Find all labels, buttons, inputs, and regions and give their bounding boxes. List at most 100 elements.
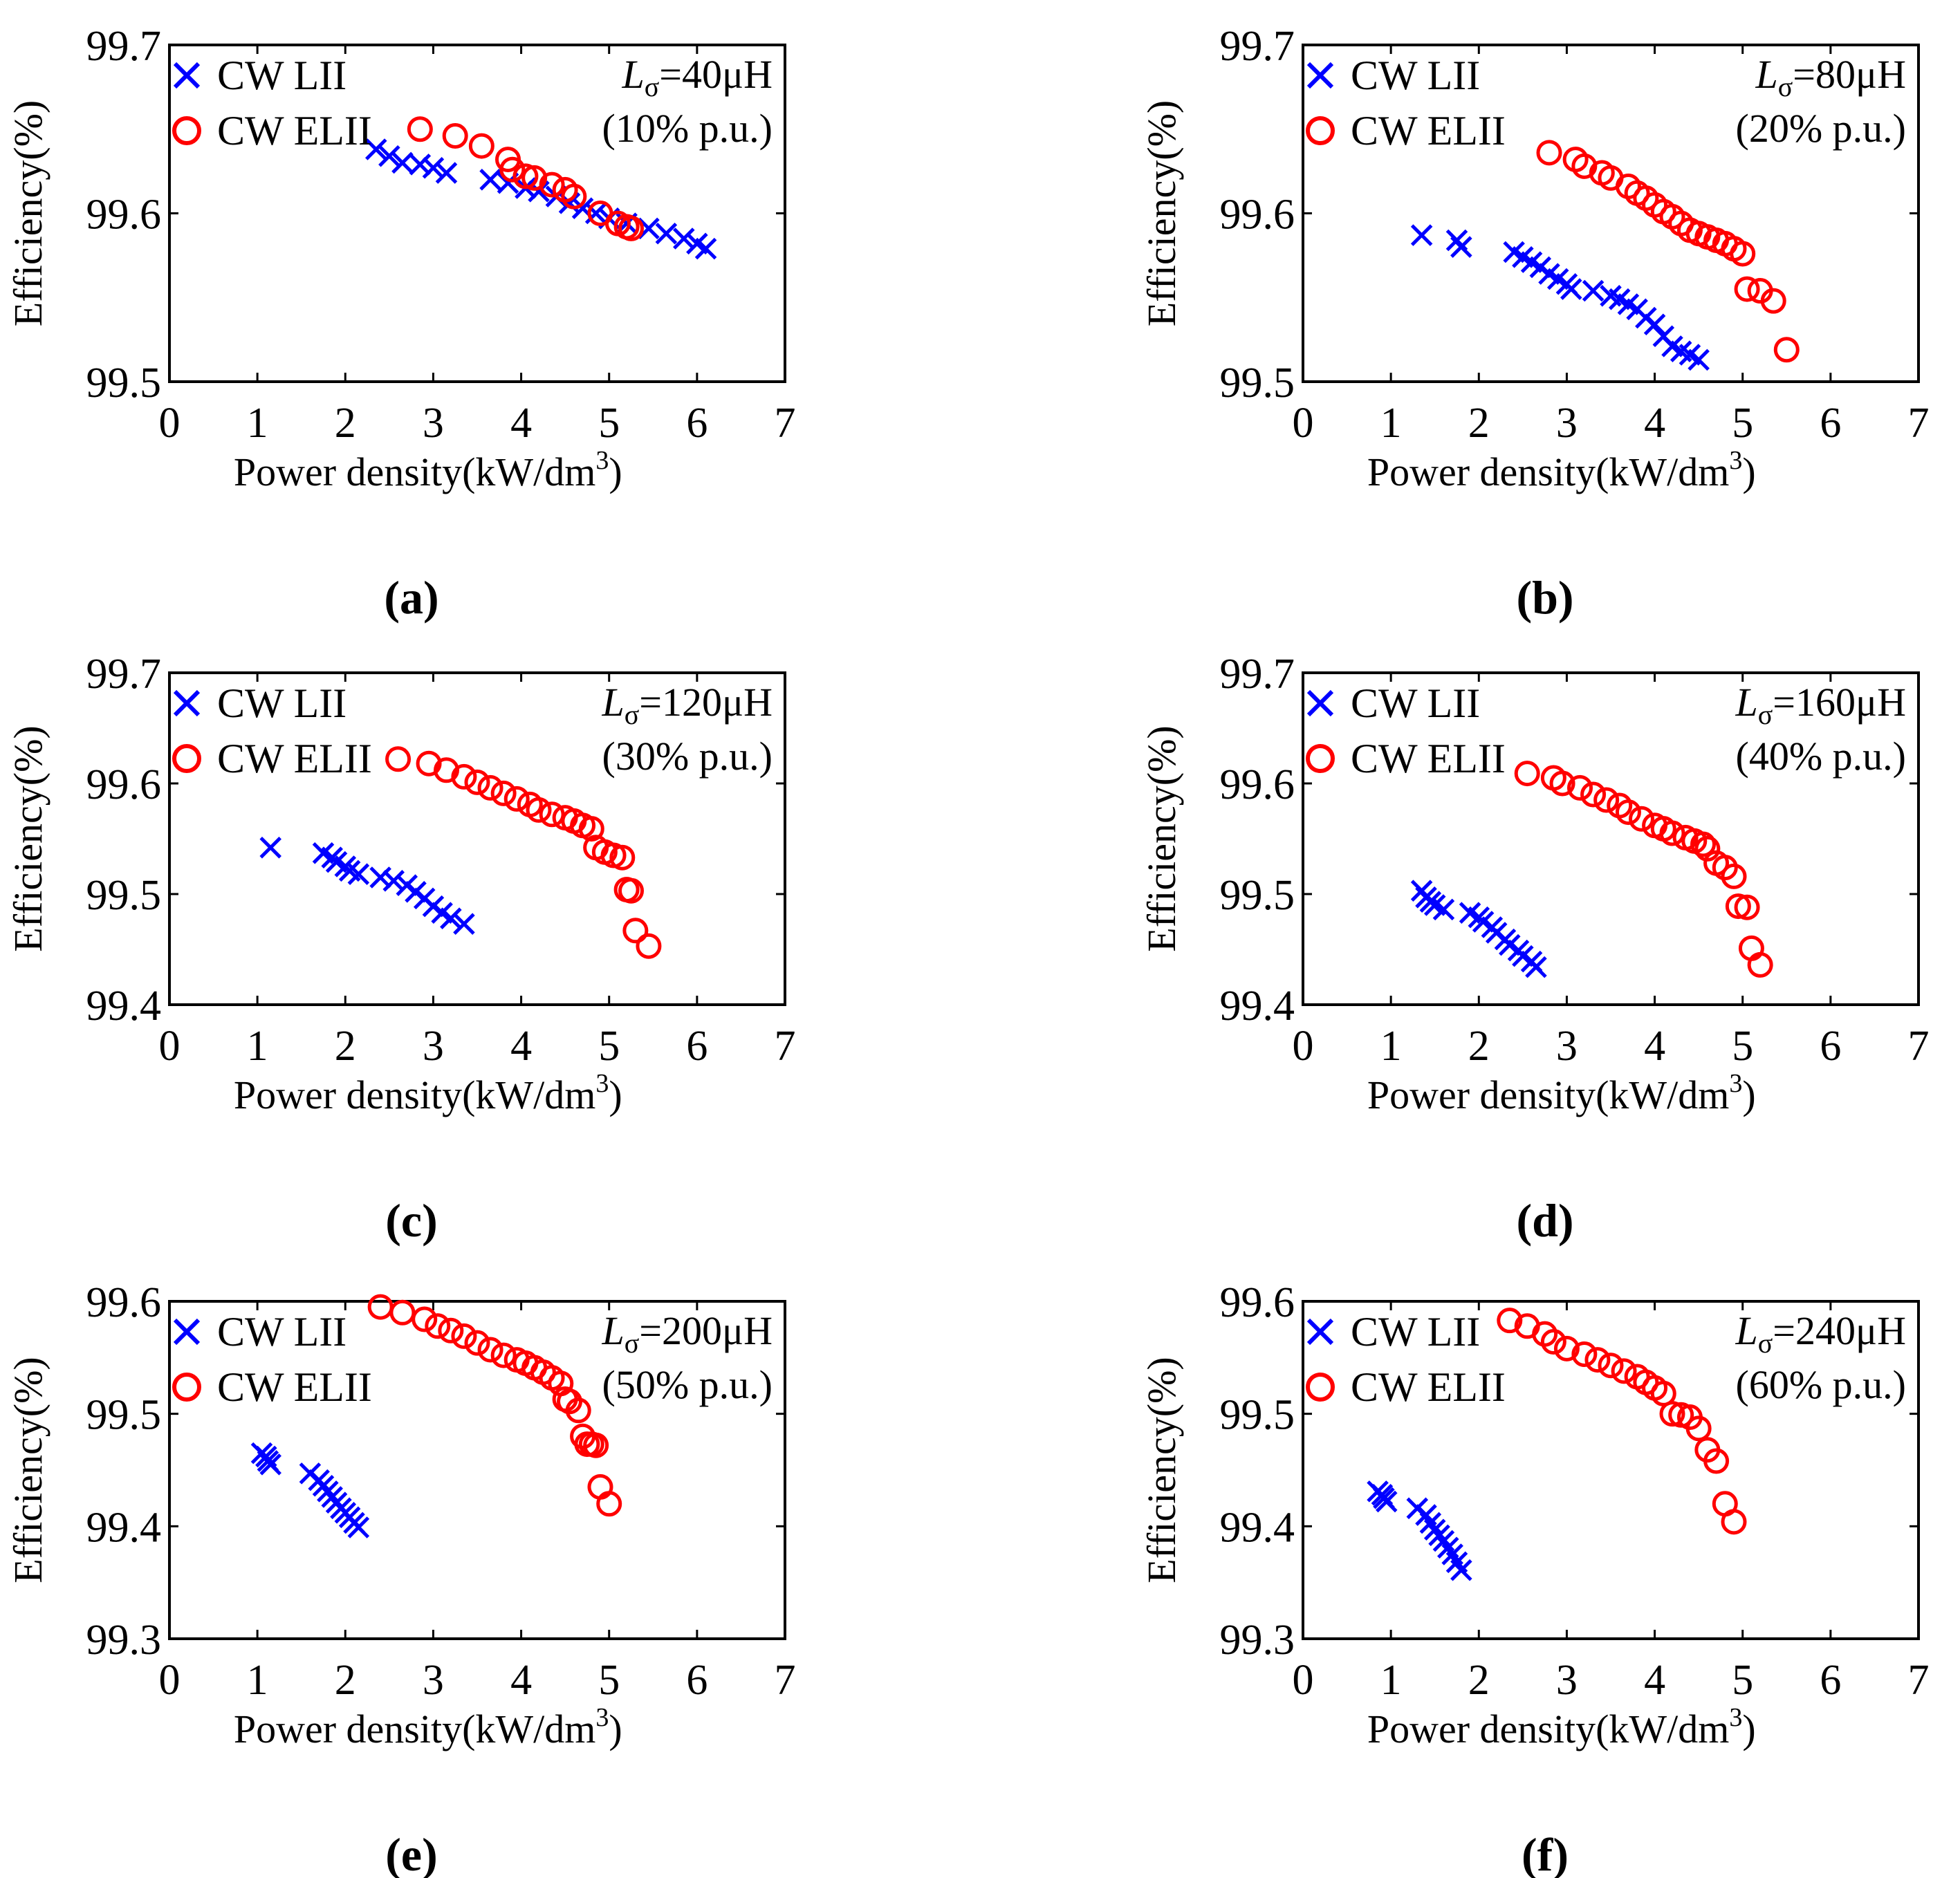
data-point-cw-elii xyxy=(596,1491,622,1517)
y-axis-label: Efficiency(%) xyxy=(1139,1357,1184,1583)
data-point-cw-elii xyxy=(636,933,662,959)
x-axis-label-superscript: 3 xyxy=(595,446,609,475)
x-axis-label-text: Power density(kW/dm xyxy=(234,1072,596,1117)
y-tick-label: 99.7 xyxy=(86,651,162,698)
x-tick-label: 7 xyxy=(1908,1023,1930,1070)
x-tick-label: 1 xyxy=(1380,400,1402,447)
data-point-cw-elii xyxy=(490,780,517,806)
x-axis-label: Power density(kW/dm3) xyxy=(234,1069,622,1117)
y-tick-label: 99.6 xyxy=(86,761,162,808)
data-point-cw-lii xyxy=(479,169,501,191)
legend-label-cw-lii: CW LII xyxy=(217,53,346,98)
x-axis-label-end: ) xyxy=(1742,1707,1755,1751)
annotation-symbol: L xyxy=(1735,680,1757,725)
y-tick-label: 99.6 xyxy=(1220,761,1295,808)
data-point-cw-elii xyxy=(565,1397,591,1424)
annotation-subscript: σ xyxy=(625,1328,640,1359)
x-tick-label: 0 xyxy=(159,1657,181,1704)
data-point-cw-lii xyxy=(1582,279,1605,302)
legend-label-cw-elii: CW ELII xyxy=(217,1364,372,1410)
per-unit-annotation: (60% p.u.) xyxy=(1736,1362,1906,1407)
data-point-cw-elii xyxy=(1611,1358,1637,1384)
data-point-cw-elii xyxy=(622,918,649,944)
y-tick-label: 99.4 xyxy=(1220,1504,1295,1551)
y-tick-label: 99.7 xyxy=(1220,23,1295,70)
annotation-subscript: σ xyxy=(625,699,640,730)
x-tick-label: 3 xyxy=(1556,1023,1578,1070)
data-point-cw-elii xyxy=(1703,1448,1730,1474)
y-tick-label: 99.7 xyxy=(86,23,162,70)
x-tick-label: 7 xyxy=(775,400,796,447)
legend-marker-cw-lii xyxy=(1306,1318,1334,1346)
data-point-cw-elii xyxy=(434,757,459,783)
series-cw-elii xyxy=(1514,761,1773,978)
data-point-cw-elii xyxy=(1721,1509,1747,1535)
data-point-cw-lii xyxy=(694,237,717,260)
legend-marker-cw-elii xyxy=(1306,116,1335,145)
annotation-value: =40μH xyxy=(659,52,773,97)
data-point-cw-lii xyxy=(409,154,432,176)
data-point-cw-elii xyxy=(1584,1347,1611,1373)
chart-panel-c: 0 1 2 3 4 5 6 7 99.4 99.5 99.6 99.7 Power density(kW… xyxy=(6,651,796,1247)
panel-caption: (b) xyxy=(1516,571,1573,624)
x-tick-label: 3 xyxy=(1556,400,1578,447)
y-tick-label: 99.5 xyxy=(1220,360,1295,407)
x-tick-label: 3 xyxy=(423,1023,444,1070)
data-point-cw-lii xyxy=(1643,313,1666,335)
x-axis-label-superscript: 3 xyxy=(595,1069,609,1098)
y-tick-label: 99.5 xyxy=(86,1392,162,1439)
legend-label-cw-elii: CW ELII xyxy=(1351,1364,1506,1410)
x-tick-label: 3 xyxy=(423,400,444,447)
x-tick-label: 6 xyxy=(686,400,708,447)
legend-label-cw-lii: CW LII xyxy=(217,1309,346,1355)
x-axis-label-text: Power density(kW/dm xyxy=(234,1707,596,1751)
annotation-symbol: L xyxy=(1755,52,1777,97)
data-point-cw-elii xyxy=(1712,855,1738,881)
series-cw-lii xyxy=(1410,880,1547,978)
panel-caption: (d) xyxy=(1516,1194,1573,1247)
legend-marker-cw-elii xyxy=(172,116,201,145)
data-point-cw-elii xyxy=(1730,241,1756,267)
plot-frame xyxy=(1302,671,1920,1006)
inductance-annotation: Lσ=40μH xyxy=(621,52,773,102)
annotation-symbol: L xyxy=(601,680,624,725)
data-point-cw-lii xyxy=(1450,1559,1472,1581)
y-tick-label: 99.3 xyxy=(86,1617,162,1664)
data-point-cw-elii xyxy=(503,785,530,812)
annotation-value: =160μH xyxy=(1773,680,1906,725)
data-point-cw-elii xyxy=(526,797,552,823)
annotation-value: =80μH xyxy=(1793,52,1906,97)
series-cw-lii xyxy=(1367,1480,1472,1581)
legend-label-cw-lii: CW LII xyxy=(1351,53,1480,98)
y-tick-label: 99.6 xyxy=(86,192,162,239)
x-tick-label: 1 xyxy=(247,1023,268,1070)
data-point-cw-lii xyxy=(655,222,678,245)
data-point-cw-lii xyxy=(369,866,391,889)
plot-frame xyxy=(168,1300,786,1640)
x-axis-label-text: Power density(kW/dm xyxy=(1367,1072,1730,1117)
annotation-value: =120μH xyxy=(639,680,773,725)
x-axis-label-text: Power density(kW/dm xyxy=(1367,449,1730,494)
legend-marker-cw-lii xyxy=(1306,689,1334,717)
data-point-cw-elii xyxy=(561,183,587,210)
x-tick-label: 1 xyxy=(1380,1023,1402,1070)
data-point-cw-elii xyxy=(512,163,539,189)
x-axis-label-end: ) xyxy=(1742,449,1755,494)
data-point-cw-lii xyxy=(1410,224,1433,246)
data-point-cw-lii xyxy=(378,145,400,167)
data-point-cw-elii xyxy=(438,1317,464,1344)
x-axis-label-end: ) xyxy=(609,1707,622,1751)
data-point-cw-elii xyxy=(425,1313,451,1339)
chart-panel-a: 0 1 2 3 4 5 6 7 99.5 99.6 99.7 Power density(kW/dm3… xyxy=(6,23,796,624)
plot-frame xyxy=(1302,1300,1920,1640)
data-point-cw-elii xyxy=(1734,894,1760,920)
x-tick-label: 6 xyxy=(686,1657,708,1704)
data-point-cw-elii xyxy=(464,1330,490,1356)
y-tick-label: 99.3 xyxy=(1220,1617,1295,1664)
data-point-cw-elii xyxy=(1598,1352,1624,1379)
x-axis-label-superscript: 3 xyxy=(1729,1703,1742,1732)
x-tick-label: 7 xyxy=(1908,400,1930,447)
data-point-cw-lii xyxy=(259,1453,281,1476)
y-axis-label: Efficiency(%) xyxy=(6,725,50,951)
data-point-cw-lii xyxy=(673,227,695,250)
